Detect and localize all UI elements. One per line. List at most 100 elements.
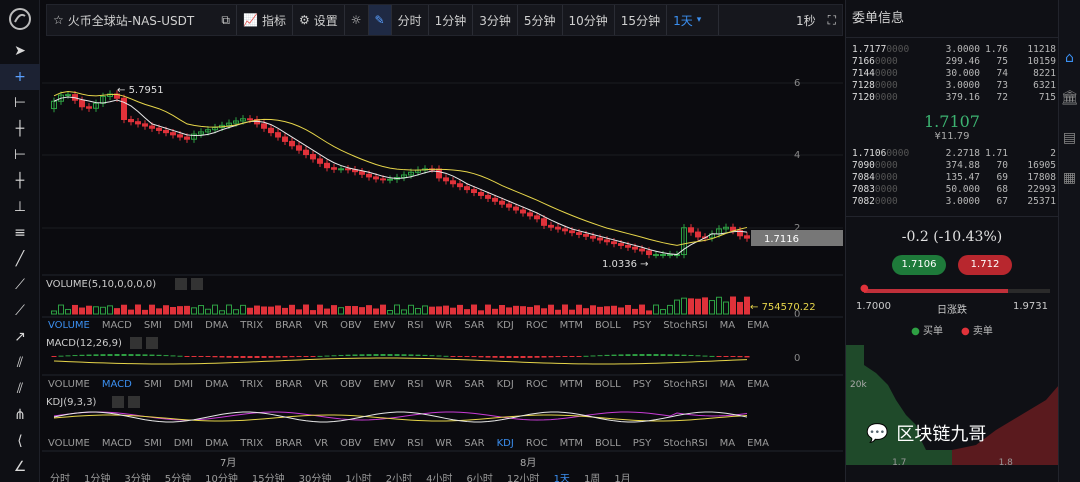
indicator-tab[interactable]: StochRSI — [663, 320, 708, 331]
indicator-tab[interactable]: BOLL — [595, 379, 621, 390]
indicator-tab[interactable]: TRIX — [240, 379, 264, 390]
horizontal-segment-icon[interactable]: ⊢ — [13, 147, 27, 163]
kdj-settings-icon[interactable] — [112, 396, 124, 408]
orderbook-row[interactable]: 71440000 30.000 74 8221 — [852, 68, 1056, 79]
indicator-tab[interactable]: RSI — [407, 438, 424, 449]
volume-settings-icon[interactable] — [175, 278, 187, 290]
indicator-tab[interactable]: EMA — [747, 379, 769, 390]
orderbook-row[interactable]: 71660000 299.46 75 10159 — [852, 56, 1056, 67]
bottom-interval[interactable]: 1周 — [583, 474, 601, 482]
arrow-line-icon[interactable]: ↗ — [14, 329, 26, 345]
indicator-tab[interactable]: RSI — [407, 379, 424, 390]
interval-0[interactable]: 分时 — [392, 5, 429, 35]
bottom-interval[interactable]: 1小时 — [345, 474, 372, 482]
indicator-tab[interactable]: EMV — [373, 379, 396, 390]
indicator-tab[interactable]: MTM — [559, 379, 583, 390]
crosshair-icon[interactable]: + — [0, 64, 40, 90]
cursor-arrow-icon[interactable]: ➤ — [14, 43, 26, 59]
interval-selected[interactable]: 1天 ▾ — [667, 5, 720, 35]
orderbook-row[interactable]: 70820000 3.0000 67 25371 — [852, 196, 1056, 207]
bottom-interval[interactable]: 1月 — [614, 474, 631, 482]
bottom-interval[interactable]: 2小时 — [385, 474, 413, 482]
bottom-interval[interactable]: 分时 — [50, 474, 70, 482]
indicator-tab[interactable]: MA — [719, 379, 736, 390]
indicator-tab[interactable]: RSI — [407, 320, 424, 331]
bank-icon[interactable]: 🏛 — [1060, 90, 1079, 106]
measure-icon[interactable]: ∠ — [13, 459, 27, 475]
pitchfork-icon[interactable]: ⋔ — [14, 407, 26, 423]
interval-2[interactable]: 3分钟 — [473, 5, 518, 35]
indicator-tab[interactable]: KDJ — [496, 438, 514, 449]
bottom-interval[interactable]: 1天 — [553, 474, 570, 482]
candlestick-chart[interactable]: 6 4 2 ← 5.7951 1.0336 → 1.7116 VOLUME(5,… — [42, 38, 843, 472]
macd-settings-icon[interactable] — [130, 337, 142, 349]
indicator-tab[interactable]: KDJ — [496, 320, 514, 331]
chart-area[interactable]: 6 4 2 ← 5.7951 1.0336 → 1.7116 VOLUME(5,… — [42, 38, 843, 472]
sell-price-pill[interactable]: 1.712 — [958, 255, 1012, 275]
theme-toggle[interactable]: ☼ — [345, 5, 369, 35]
indicator-tab[interactable]: WR — [435, 379, 453, 390]
indicator-tab[interactable]: DMI — [173, 438, 194, 449]
indicator-tab[interactable]: SAR — [464, 320, 485, 331]
chart-icon[interactable]: ▤ — [1062, 130, 1077, 146]
symbol-selector[interactable]: ☆ 火币全球站-NAS-USDT ⧉ — [47, 5, 237, 35]
indicator-tab[interactable]: BRAR — [275, 438, 303, 449]
indicator-tab[interactable]: OBV — [340, 379, 362, 390]
fan-icon[interactable]: ⟨ — [17, 433, 23, 449]
bottom-interval[interactable]: 5分钟 — [164, 474, 192, 482]
indicator-tab[interactable]: EMA — [747, 320, 769, 331]
orderbook-row[interactable]: 70840000 135.47 69 17808 — [852, 172, 1056, 183]
indicator-tab[interactable]: SMI — [143, 438, 162, 449]
indicator-tab[interactable]: MTM — [559, 438, 583, 449]
vertical-line-icon[interactable]: ┼ — [15, 173, 25, 189]
channel-icon[interactable]: ⫽ — [16, 355, 24, 371]
parallel-lines-icon[interactable]: ≡ — [14, 225, 26, 241]
bottom-interval[interactable]: 6小时 — [466, 474, 493, 482]
indicator-tab[interactable]: MA — [719, 438, 736, 449]
indicator-tab[interactable]: DMA — [205, 320, 229, 331]
indicator-tab[interactable]: EMA — [747, 438, 769, 449]
indicator-tab[interactable]: VOLUME — [48, 438, 90, 449]
fullscreen-icon[interactable]: ⛶ — [827, 12, 836, 27]
bottom-interval[interactable]: 4小时 — [426, 474, 453, 482]
indicator-tab[interactable]: MACD — [101, 379, 132, 390]
indicator-tab[interactable]: MACD — [101, 438, 132, 449]
macd-close-icon[interactable] — [146, 337, 158, 349]
indicator-tab[interactable]: KDJ — [496, 379, 514, 390]
indicator-tab[interactable]: SAR — [464, 379, 485, 390]
indicator-tab[interactable]: MA — [719, 320, 736, 331]
orderbook-row[interactable]: 70900000 374.88 70 16905 — [852, 160, 1056, 171]
indicator-tab[interactable]: WR — [435, 320, 453, 331]
indicator-tab[interactable]: ROC — [525, 379, 548, 390]
kdj-close-icon[interactable] — [128, 396, 140, 408]
price-line-icon[interactable]: ⊥ — [13, 199, 27, 215]
buy-price-pill[interactable]: 1.7106 — [892, 255, 946, 275]
indicator-tab[interactable]: BRAR — [275, 320, 303, 331]
indicator-tab[interactable]: VR — [314, 438, 329, 449]
indicator-tab[interactable]: TRIX — [240, 320, 264, 331]
indicator-tab[interactable]: OBV — [340, 438, 362, 449]
trend-line-icon[interactable]: ╱ — [15, 251, 25, 267]
home-icon[interactable]: ⌂ — [1065, 50, 1074, 66]
orderbook-row[interactable]: 71280000 3.0000 73 6321 — [852, 80, 1056, 91]
indicator-tab[interactable]: PSY — [632, 438, 652, 449]
popout-icon[interactable]: ⧉ — [221, 12, 230, 27]
bottom-interval[interactable]: 12小时 — [506, 474, 540, 482]
indicator-tab[interactable]: StochRSI — [663, 379, 708, 390]
indicator-tab[interactable]: StochRSI — [663, 438, 708, 449]
indicators-button[interactable]: 📈 指标 — [237, 5, 293, 35]
indicator-tab[interactable]: EMV — [373, 438, 396, 449]
star-icon[interactable]: ☆ — [53, 13, 64, 27]
bottom-interval[interactable]: 3分钟 — [124, 474, 151, 482]
indicator-tab[interactable]: OBV — [340, 320, 362, 331]
bottom-interval[interactable]: 1分钟 — [84, 474, 111, 482]
indicator-tab[interactable]: BRAR — [275, 379, 303, 390]
orderbook-row[interactable]: 70830000 50.000 68 22993 — [852, 184, 1056, 195]
bottom-interval[interactable]: 10分钟 — [205, 474, 238, 482]
interval-1[interactable]: 1分钟 — [429, 5, 474, 35]
indicator-tab[interactable]: MTM — [559, 320, 583, 331]
indicator-tab[interactable]: DMA — [205, 379, 229, 390]
indicator-tab[interactable]: SMI — [143, 320, 162, 331]
bottom-interval[interactable]: 15分钟 — [251, 474, 285, 482]
orderbook-row[interactable]: 71200000 379.16 72 715 — [852, 92, 1056, 103]
